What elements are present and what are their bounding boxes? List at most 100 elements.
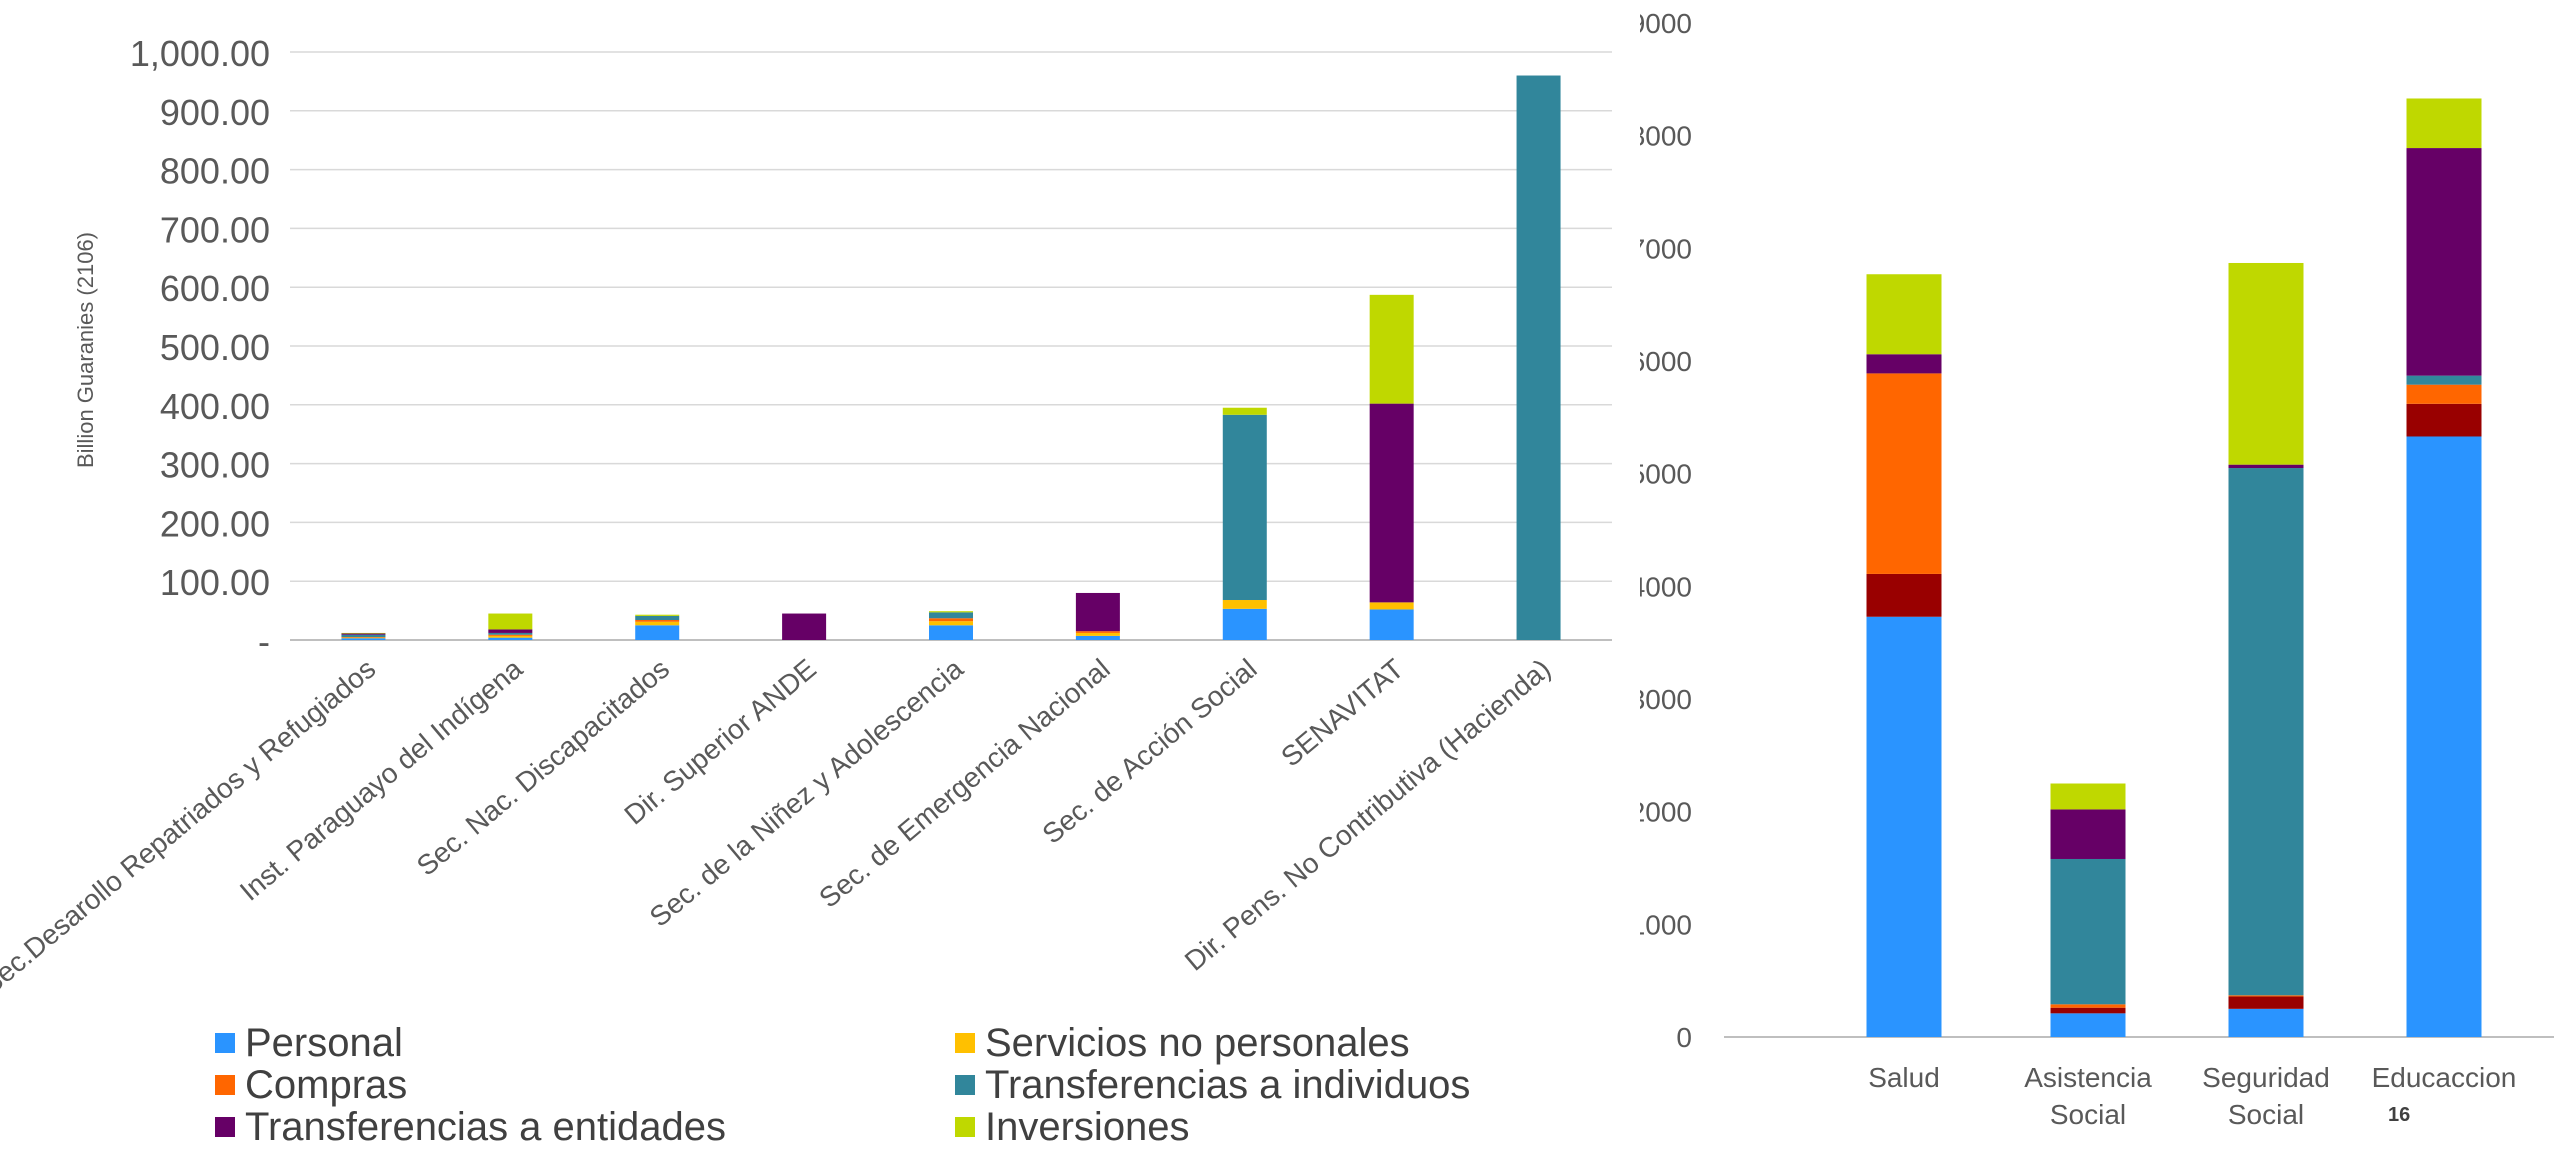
legend-item: Inversiones xyxy=(955,1104,1555,1149)
left-bar-segment xyxy=(488,632,533,635)
left-bar-segment xyxy=(488,613,533,630)
legend-label: Transferencias a entidades xyxy=(245,1104,727,1149)
left-bar-segment xyxy=(1222,608,1267,640)
left-x-tick-label: Sec. Nac. Discapacitados xyxy=(411,653,675,882)
left-bar-segment xyxy=(929,621,973,626)
right-y-tick-label: 9000 xyxy=(1640,8,1692,39)
right-y-tick-label: 5000 xyxy=(1640,459,1692,490)
left-x-tick-label: Inst. Paraguayo del Indígena xyxy=(234,653,529,907)
left-bar-segment xyxy=(488,637,533,640)
right-bar-segment xyxy=(1866,373,1942,574)
legend-item: Servicios no personales xyxy=(955,1020,1555,1065)
left-y-tick-label: - xyxy=(258,621,270,662)
left-y-tick-label: 400.00 xyxy=(160,386,270,427)
right-y-tick-label: 0 xyxy=(1676,1022,1692,1053)
legend-item: Transferencias a individuos xyxy=(955,1062,1555,1107)
left-y-tick-label: 800.00 xyxy=(160,151,270,192)
right-bar-segment xyxy=(2228,262,2304,465)
right-x-tick-label: Social xyxy=(2228,1099,2304,1130)
left-bar-segment xyxy=(341,637,386,638)
left-bar-segment xyxy=(341,638,386,640)
left-bar-segment xyxy=(635,614,680,616)
legend-label: Personal xyxy=(245,1020,403,1065)
left-bar-segment xyxy=(488,634,533,636)
left-bar-segment xyxy=(929,618,973,622)
left-y-tick-label: 700.00 xyxy=(160,209,270,250)
left-bar-segment xyxy=(1369,403,1414,603)
right-bar-segment xyxy=(2228,468,2304,996)
left-y-tick-label: 300.00 xyxy=(160,445,270,486)
left-bar-segment xyxy=(1369,609,1414,640)
right-bar-segment xyxy=(1866,573,1942,617)
left-bar-segment xyxy=(341,632,386,634)
right-bar-segment xyxy=(2050,783,2126,810)
right-bar-segment xyxy=(1866,354,1942,374)
left-y-tick-label: 200.00 xyxy=(160,503,270,544)
right-bar-segment xyxy=(2050,1013,2126,1037)
left-bar-segment xyxy=(635,625,680,640)
legend-label: Inversiones xyxy=(985,1104,1190,1149)
legend: Personal Servicios no personales Compras Tr… xyxy=(215,1020,1555,1152)
left-y-tick-label: 1,000.00 xyxy=(130,33,270,74)
left-bar-segment xyxy=(635,620,680,622)
right-y-tick-label: 4000 xyxy=(1640,571,1692,602)
left-bar-segment xyxy=(341,634,386,638)
legend-item: Personal xyxy=(215,1020,955,1065)
right-x-tick-label: Salud xyxy=(1868,1062,1940,1093)
right-bar-segment xyxy=(2050,1004,2126,1008)
left-x-tick-label: Sec. de la Niñez y Adolescencia xyxy=(644,653,969,933)
sector-spending-chart: 0 1000 2000 3000 4000 5000 6000 7000 8000 9000 Sal… xyxy=(1640,8,2554,1130)
legend-swatch xyxy=(955,1075,975,1095)
left-bar-segment xyxy=(488,629,533,633)
left-bar-segment xyxy=(1075,632,1120,636)
right-bar-segment xyxy=(2406,436,2482,1037)
right-x-tick-label: Asistencia xyxy=(2024,1062,2152,1093)
left-bar-segment xyxy=(1222,407,1267,415)
right-bar-segment xyxy=(1866,274,1942,355)
left-bar-segment xyxy=(635,615,680,621)
right-y-tick-label: 8000 xyxy=(1640,121,1692,152)
right-bar-segment xyxy=(2406,148,2482,376)
right-bar-segment xyxy=(2406,403,2482,437)
right-y-tick-label: 2000 xyxy=(1640,797,1692,828)
left-bar-segment xyxy=(341,633,386,635)
left-bar-segment xyxy=(929,625,973,640)
left-bar-segment xyxy=(1075,592,1120,632)
right-y-tick-label: 1000 xyxy=(1640,909,1692,940)
legend-item: Compras xyxy=(215,1063,955,1107)
right-bar-segment xyxy=(1866,616,1942,1037)
left-bar-segment xyxy=(635,621,680,626)
right-y-tick-label: 7000 xyxy=(1640,233,1692,264)
left-bar-segment xyxy=(1075,631,1120,633)
left-bar-segment xyxy=(929,611,973,613)
legend-swatch xyxy=(955,1033,975,1053)
right-bar-segment xyxy=(2050,1007,2126,1014)
left-bar-segment xyxy=(488,635,533,638)
left-bar-segment xyxy=(341,637,386,639)
legend-swatch xyxy=(215,1033,235,1053)
right-x-tick-label: Educaccion xyxy=(2372,1062,2517,1093)
right-bar-segment xyxy=(2406,375,2482,385)
right-bar-segment xyxy=(2406,98,2482,149)
legend-swatch xyxy=(215,1117,235,1137)
agency-spending-chart: Billion Guaranies (2106) - 100.00 200.00 30… xyxy=(0,33,1612,1001)
right-bar-segment xyxy=(2228,996,2304,1009)
legend-label: Servicios no personales xyxy=(985,1020,1410,1065)
right-bar-segment xyxy=(2228,1008,2304,1037)
right-x-tick-label: Social xyxy=(2050,1099,2126,1130)
page-number: 16 xyxy=(2388,1104,2411,1126)
left-bar-segment xyxy=(1369,602,1414,610)
left-x-tick-label: SENAVITAT xyxy=(1275,653,1409,773)
right-bar-segment xyxy=(2228,464,2304,469)
legend-item: Transferencias a entidades xyxy=(215,1104,955,1149)
left-y-tick-label: 100.00 xyxy=(160,562,270,603)
right-bar-segment xyxy=(2228,995,2304,997)
left-y-axis-label: Billion Guaranies (2106) xyxy=(73,232,98,468)
legend-label: Transferencias a individuos xyxy=(985,1062,1471,1107)
left-bar-segment xyxy=(1516,75,1561,640)
left-y-tick-label: 600.00 xyxy=(160,268,270,309)
right-bar-segment xyxy=(2050,809,2126,859)
right-y-tick-label: 6000 xyxy=(1640,346,1692,377)
right-bar-segment xyxy=(2406,384,2482,404)
left-y-tick-label: 900.00 xyxy=(160,92,270,133)
